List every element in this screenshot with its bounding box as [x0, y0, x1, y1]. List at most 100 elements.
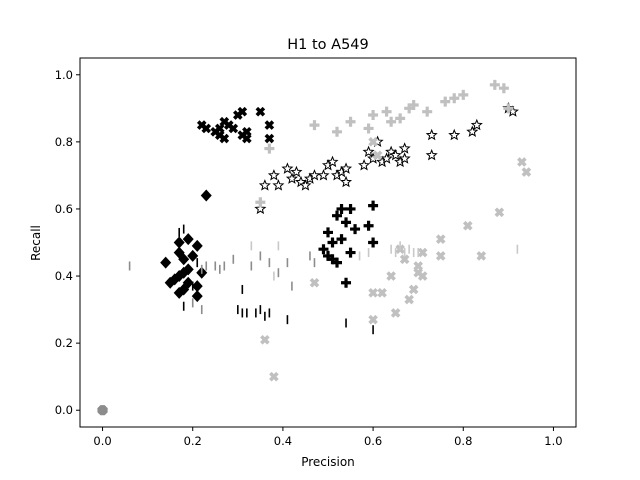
data-point [435, 234, 446, 244]
series-1-x [196, 106, 275, 144]
series-2-star [254, 101, 519, 215]
data-point [332, 126, 343, 137]
data-point [173, 236, 185, 249]
data-point [498, 83, 509, 94]
data-point [517, 157, 527, 167]
y-tick-label: 0.4 [55, 269, 73, 283]
data-point [389, 148, 402, 161]
data-point [458, 89, 469, 100]
data-point [254, 202, 267, 215]
data-point [395, 113, 406, 124]
y-tick-label: 0.8 [55, 135, 73, 149]
y-axis-label: Recall [29, 225, 43, 261]
data-point [332, 257, 343, 268]
data-point [368, 200, 379, 211]
data-point [363, 123, 374, 134]
data-point [350, 224, 361, 235]
data-point [372, 150, 383, 161]
x-axis: 0.0 0.2 0.4 0.6 0.8 1.0 [93, 427, 563, 448]
data-point [521, 167, 532, 177]
data-point [219, 133, 230, 144]
x-tick-label: 0.4 [274, 434, 292, 448]
data-point [327, 254, 338, 265]
data-point [332, 210, 343, 221]
data-point [345, 203, 356, 214]
data-point [435, 251, 446, 261]
data-point [264, 143, 275, 154]
data-point [340, 162, 353, 174]
data-point [398, 142, 411, 154]
data-point [386, 116, 397, 127]
data-point [368, 314, 378, 325]
x-tick-label: 0.8 [454, 434, 472, 448]
data-point [200, 189, 212, 202]
x-tick-label: 0.2 [184, 434, 202, 448]
data-point [380, 152, 393, 164]
data-point [503, 103, 514, 114]
data-point [494, 207, 505, 218]
x-tick-label: 1.0 [544, 434, 562, 448]
data-point [368, 137, 378, 147]
data-point [272, 179, 285, 191]
data-point [264, 133, 275, 144]
series-7-vline [128, 251, 316, 315]
data-point [413, 261, 423, 271]
plot-area [79, 57, 577, 428]
series-9-octagon [97, 405, 108, 416]
data-point [264, 120, 275, 130]
data-point [425, 128, 438, 141]
y-axis: 0.0 0.2 0.4 0.6 0.8 1.0 [55, 68, 80, 417]
y-tick-label: 1.0 [55, 68, 73, 82]
data-point [182, 263, 194, 276]
data-point [398, 152, 411, 164]
data-point [242, 126, 252, 137]
data-point [422, 106, 433, 117]
data-point [255, 106, 266, 117]
data-point [191, 290, 203, 303]
data-point [309, 120, 320, 131]
data-point [440, 96, 451, 107]
data-point [317, 169, 330, 181]
data-point [326, 155, 339, 168]
data-point [462, 220, 473, 231]
data-point [267, 169, 280, 181]
series-8-vline [250, 241, 519, 281]
data-point [489, 79, 500, 90]
data-point [340, 175, 353, 188]
data-point [318, 244, 329, 255]
data-point [336, 203, 347, 214]
y-tick-label: 0.0 [55, 403, 73, 417]
series-5-x [260, 137, 532, 382]
data-point [404, 294, 414, 305]
data-point [341, 277, 352, 288]
data-point [476, 251, 487, 261]
data-point [323, 227, 333, 238]
data-point [417, 247, 428, 258]
data-point [363, 220, 374, 231]
data-point [260, 334, 270, 345]
data-point [258, 179, 271, 191]
data-point [160, 256, 172, 269]
data-point [309, 277, 320, 288]
data-point [448, 128, 461, 141]
data-point [449, 93, 460, 104]
data-point [290, 165, 303, 178]
data-point [201, 123, 212, 134]
data-point [425, 148, 438, 161]
data-point [345, 116, 356, 127]
series-0-diamond [160, 189, 212, 303]
series-3-plus [318, 200, 379, 288]
data-point [470, 118, 483, 131]
data-point [417, 271, 428, 281]
data-point [327, 237, 338, 248]
data-point [336, 234, 347, 245]
axes-frame [79, 57, 577, 428]
series-4-plus [255, 79, 514, 208]
data-point [381, 106, 392, 117]
data-point [182, 276, 194, 289]
data-point [191, 280, 203, 293]
x-tick-label: 0.0 [93, 434, 111, 448]
data-point [408, 284, 419, 295]
